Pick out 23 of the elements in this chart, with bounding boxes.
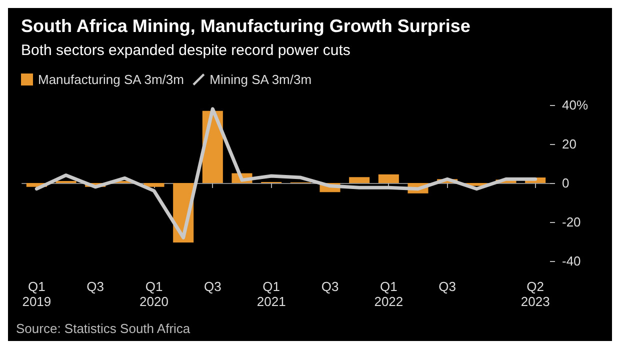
x-tick-label: Q1 2022 bbox=[374, 279, 404, 309]
y-tick-label: 20 bbox=[562, 136, 576, 152]
x-tick-label: Q1 2019 bbox=[22, 279, 52, 309]
x-tick-label: Q1 2021 bbox=[256, 279, 286, 309]
legend-label: Mining SA 3m/3m bbox=[210, 72, 312, 87]
x-tick-label: Q1 2020 bbox=[140, 279, 168, 309]
x-tick-label: Q2 2023 bbox=[520, 279, 550, 309]
x-tick-label: Q3 bbox=[204, 279, 222, 294]
source-note: Source: Statistics South Africa bbox=[16, 321, 191, 336]
line-series bbox=[34, 107, 538, 240]
x-tick-label: Q3 bbox=[321, 279, 339, 294]
bar bbox=[349, 177, 370, 183]
y-tick-label: -40 bbox=[562, 254, 581, 268]
y-tick-label: 0 bbox=[562, 176, 570, 190]
chart-title: South Africa Mining, Manufacturing Growth Surprise bbox=[21, 16, 470, 36]
y-tick-label: 40% bbox=[562, 98, 588, 112]
x-tick-label: Q3 bbox=[86, 279, 104, 294]
bar bbox=[378, 174, 399, 183]
legend-label: Manufacturing SA 3m/3m bbox=[38, 72, 184, 87]
x-tick-label: Q3 bbox=[438, 279, 456, 294]
y-tick-label: -20 bbox=[562, 214, 581, 230]
bar bbox=[144, 183, 164, 187]
chart-subtitle: Both sectors expanded despite record power cuts bbox=[21, 42, 350, 59]
